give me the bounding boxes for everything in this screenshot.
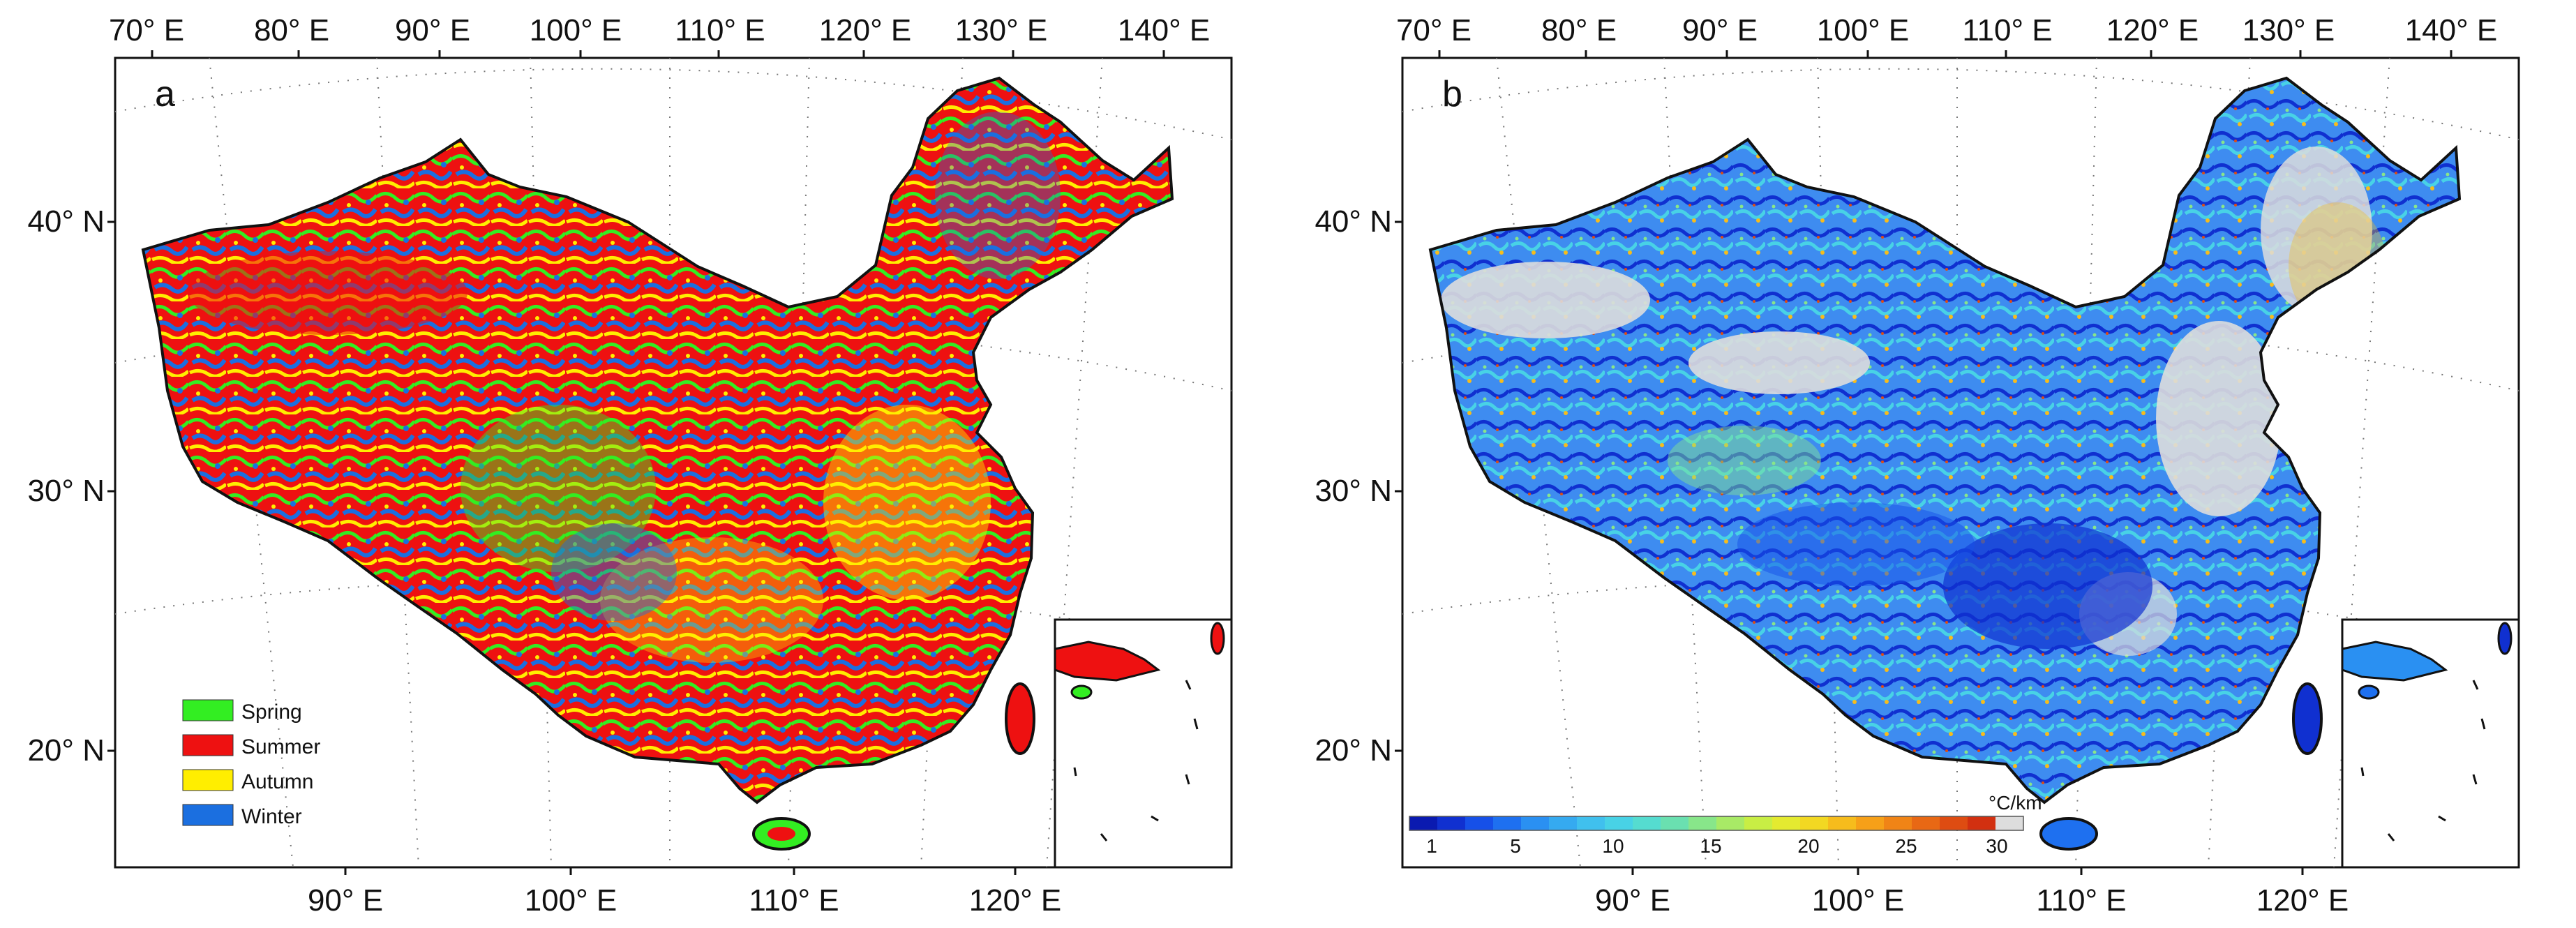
tick-label: 110° E — [1962, 13, 2052, 47]
tick-label: 140° E — [1118, 13, 1211, 47]
panel-b-letter: b — [1442, 74, 1462, 114]
tick-label: 130° E — [2242, 13, 2335, 47]
panel-b-inset — [2341, 618, 2520, 869]
legend-swatch-summer — [182, 734, 234, 756]
panel-a: a 70° E 80° E 90° E 100° E 110° E 120° E… — [27, 13, 1233, 918]
legend-swatch-autumn — [182, 769, 234, 791]
tick-label: 100° E — [525, 883, 617, 918]
lapse-rate-colorbar: °C/km 1 5 10 15 20 25 30 — [1409, 792, 2042, 857]
colorbar-tick-label: 10 — [1602, 835, 1624, 857]
tick-label: 140° E — [2405, 13, 2498, 47]
legend-label-spring: Spring — [241, 701, 302, 724]
colorbar-cell — [1661, 816, 1689, 830]
colorbar-tick-label: 20 — [1797, 835, 1819, 857]
tick-label: 80° E — [254, 13, 329, 47]
colorbar-tick-labels: 1 5 10 15 20 25 30 — [1426, 835, 2007, 857]
colorbar-tick-label: 5 — [1510, 835, 1521, 857]
colorbar-cell — [1940, 816, 1968, 830]
colorbar-cell — [1549, 816, 1578, 830]
tick-label: 110° E — [675, 13, 765, 47]
colorbar-tick-label: 25 — [1895, 835, 1917, 857]
panel-a-top-ticks — [151, 50, 1165, 58]
season-legend: Spring Summer Autumn Winter — [182, 699, 320, 828]
tick-label: 120° E — [819, 13, 912, 47]
colorbar-cell — [1856, 816, 1885, 830]
tick-label: 120° E — [969, 883, 1062, 918]
tick-label: 100° E — [1817, 13, 1910, 47]
panel-a-bottom-ticks — [344, 867, 1017, 875]
colorbar-cells — [1409, 816, 2024, 830]
tick-label: 30° N — [27, 474, 105, 508]
legend-swatch-winter — [182, 804, 234, 826]
colorbar-cell — [1772, 816, 1801, 830]
colorbar-tick-label: 1 — [1426, 835, 1437, 857]
legend-label-autumn: Autumn — [241, 770, 313, 793]
tick-label: 110° E — [2036, 883, 2126, 918]
colorbar-cell — [1633, 816, 1661, 830]
tick-label: 20° N — [1315, 733, 1392, 768]
colorbar-cell — [1521, 816, 1550, 830]
panel-b-bottom-ticks — [1631, 867, 2304, 875]
panel-a-lat-ticks — [107, 220, 115, 752]
tick-label: 90° E — [1595, 883, 1670, 918]
tick-label: 40° N — [1315, 204, 1392, 239]
panel-a-lat-labels: 40° N 30° N 20° N — [27, 204, 105, 768]
colorbar-tick-label: 30 — [1986, 835, 2007, 857]
panel-b-bottom-lon-labels: 90° E 100° E 110° E 120° E — [1595, 883, 2349, 918]
colorbar-cell — [1744, 816, 1773, 830]
colorbar-cell — [1828, 816, 1857, 830]
tick-label: 90° E — [308, 883, 383, 918]
legend-label-winter: Winter — [241, 805, 302, 828]
colorbar-cell — [1605, 816, 1633, 830]
panel-b: b 70° E 80° E 90° E 100° E 110° E 120° E… — [1315, 13, 2520, 918]
colorbar-cell — [1577, 816, 1605, 830]
tick-label: 70° E — [109, 13, 184, 47]
panel-a-top-lon-labels: 70° E 80° E 90° E 100° E 110° E 120° E 1… — [109, 13, 1210, 47]
tick-label: 30° N — [1315, 474, 1392, 508]
colorbar-cell — [1716, 816, 1745, 830]
tick-label: 100° E — [1812, 883, 1905, 918]
colorbar-cell — [1912, 816, 1940, 830]
tick-label: 120° E — [2256, 883, 2349, 918]
tick-label: 70° E — [1396, 13, 1472, 47]
panel-a-bottom-lon-labels: 90° E 100° E 110° E 120° E — [308, 883, 1061, 918]
tick-label: 90° E — [1682, 13, 1758, 47]
tick-label: 90° E — [395, 13, 470, 47]
colorbar-unit: °C/km — [1989, 792, 2042, 814]
panel-a-letter: a — [155, 74, 175, 114]
legend-swatch-spring — [182, 699, 234, 721]
colorbar-cell — [1409, 816, 1438, 830]
legend-label-summer: Summer — [241, 735, 320, 758]
colorbar-cell — [1884, 816, 1912, 830]
colorbar-cell — [1688, 816, 1717, 830]
colorbar-tick-label: 15 — [1700, 835, 1721, 857]
colorbar-cell — [1493, 816, 1522, 830]
colorbar-cell — [1968, 816, 1996, 830]
colorbar-cell — [1800, 816, 1829, 830]
colorbar-cell — [1437, 816, 1466, 830]
panel-b-top-ticks — [1438, 50, 2453, 58]
colorbar-outline — [1409, 816, 2024, 831]
tick-label: 100° E — [530, 13, 622, 47]
panel-b-lat-ticks — [1395, 220, 1402, 752]
tick-label: 80° E — [1541, 13, 1617, 47]
panel-a-inset — [1054, 618, 1233, 869]
colorbar-cell — [1465, 816, 1494, 830]
colorbar-cell — [1995, 816, 2024, 830]
tick-label: 130° E — [955, 13, 1048, 47]
panel-b-top-lon-labels: 70° E 80° E 90° E 100° E 110° E 120° E 1… — [1396, 13, 2497, 47]
panel-b-lat-labels: 40° N 30° N 20° N — [1315, 204, 1392, 768]
tick-label: 40° N — [27, 204, 105, 239]
tick-label: 20° N — [27, 733, 105, 768]
tick-label: 120° E — [2106, 13, 2199, 47]
tick-label: 110° E — [749, 883, 839, 918]
